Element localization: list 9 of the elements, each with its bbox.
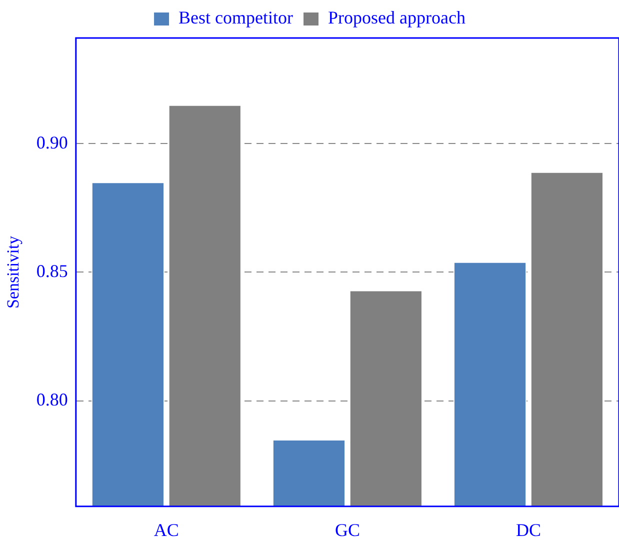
- x-tick-label: GC: [334, 520, 360, 540]
- x-tick-label: DC: [516, 520, 541, 540]
- y-tick-label: 0.85: [36, 260, 68, 281]
- y-axis-title: Sensitivity: [4, 235, 23, 309]
- y-tick-label: 0.80: [36, 390, 68, 410]
- legend-label: Proposed approach: [328, 8, 466, 28]
- legend-label: Best competitor: [178, 8, 294, 28]
- y-tick-label: 0.90: [36, 132, 68, 152]
- x-tick-label: AC: [154, 520, 179, 540]
